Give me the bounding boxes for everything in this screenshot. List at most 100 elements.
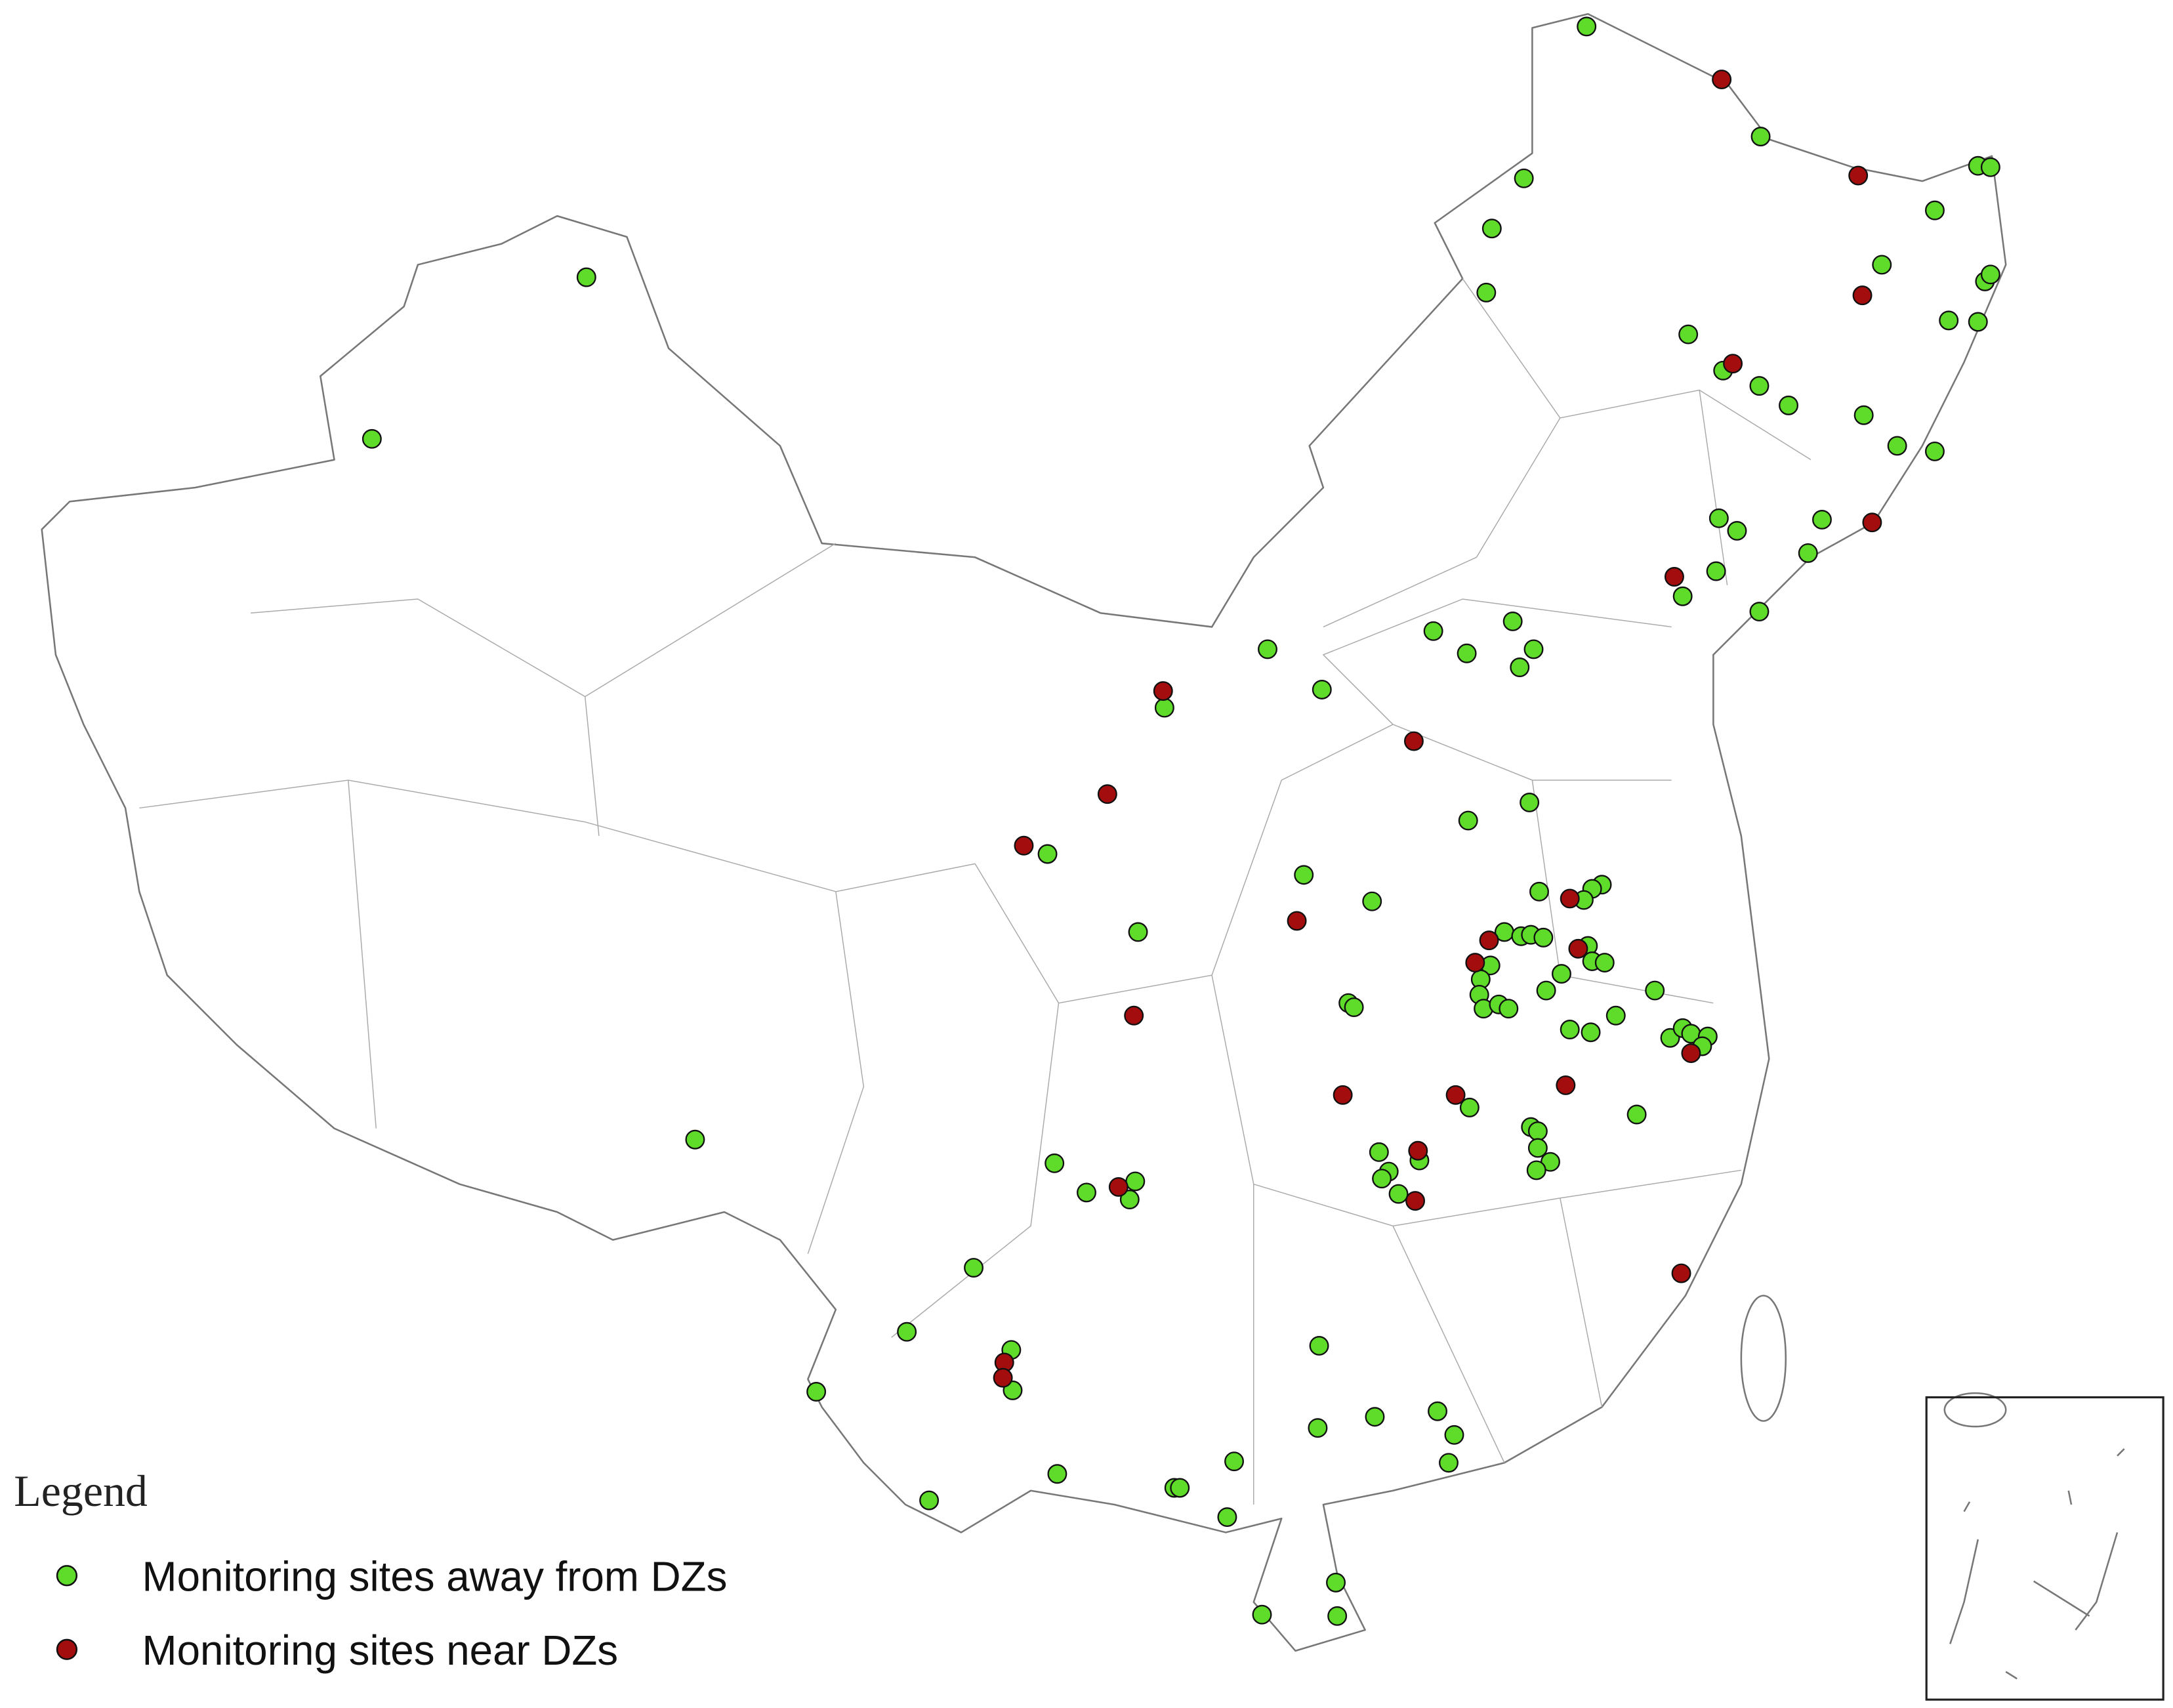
site-away xyxy=(1365,1407,1385,1427)
site-away xyxy=(1626,1104,1647,1125)
site-away xyxy=(1853,405,1874,425)
site-near xyxy=(1664,567,1684,587)
site-away xyxy=(1388,1184,1409,1204)
site-away xyxy=(1170,1478,1190,1498)
site-away xyxy=(1533,927,1554,948)
site-near xyxy=(1671,1263,1691,1283)
site-away xyxy=(1510,657,1530,677)
legend: Monitoring sites away from DZs Monitoring… xyxy=(56,1554,727,1674)
site-away xyxy=(1577,16,1597,37)
site-away xyxy=(1128,922,1148,942)
site-away xyxy=(1749,602,1769,622)
site-away xyxy=(1678,324,1699,344)
sites xyxy=(362,16,2000,1626)
site-away xyxy=(1326,1572,1346,1593)
site-away xyxy=(1154,698,1174,718)
site-away xyxy=(1125,1171,1146,1192)
site-away xyxy=(1252,1604,1272,1625)
site-near xyxy=(1333,1085,1353,1105)
site-near xyxy=(1723,354,1743,374)
site-away xyxy=(1369,1142,1389,1162)
site-away xyxy=(897,1322,917,1342)
site-away xyxy=(1308,1418,1328,1438)
site-near xyxy=(1465,953,1485,973)
site-away xyxy=(1444,1425,1464,1445)
site-away xyxy=(1077,1182,1096,1203)
site-away xyxy=(1523,639,1544,659)
site-away xyxy=(1749,376,1769,396)
site-away xyxy=(1552,964,1571,984)
site-away xyxy=(685,1129,705,1150)
inset-box xyxy=(1925,1396,2164,1701)
site-away xyxy=(1887,436,1907,456)
site-away xyxy=(1037,844,1058,864)
site-away xyxy=(1217,1507,1237,1528)
site-away xyxy=(1309,1335,1329,1356)
site-away xyxy=(1294,865,1314,885)
legend-marker xyxy=(56,1638,78,1660)
site-near xyxy=(1097,784,1117,804)
site-near xyxy=(1560,888,1580,909)
legend-marker xyxy=(56,1565,78,1587)
site-away xyxy=(1423,621,1443,641)
site-away xyxy=(1457,643,1477,663)
site-away xyxy=(1224,1451,1245,1472)
site-away xyxy=(1258,639,1277,659)
site-away xyxy=(1481,219,1502,239)
site-away xyxy=(1514,168,1534,188)
site-away xyxy=(1798,543,1818,563)
site-away xyxy=(1499,999,1519,1019)
site-near xyxy=(1852,285,1873,306)
site-away xyxy=(1527,1138,1548,1158)
site-away xyxy=(1872,255,1892,275)
legend-title: Legend xyxy=(14,1466,148,1516)
site-away xyxy=(1526,1160,1546,1180)
site-away xyxy=(1362,891,1382,911)
site-near xyxy=(1403,731,1424,751)
site-near xyxy=(1014,835,1034,856)
site-away xyxy=(1968,312,1988,332)
site-away xyxy=(1779,395,1798,415)
site-away xyxy=(1312,680,1332,699)
site-away xyxy=(919,1490,940,1510)
legend-label: Monitoring sites near DZs xyxy=(142,1627,619,1674)
site-away xyxy=(1502,611,1523,631)
site-away xyxy=(1520,792,1540,812)
site-near xyxy=(1153,681,1173,701)
site-away xyxy=(1529,881,1549,902)
site-away xyxy=(1327,1606,1348,1626)
site-away xyxy=(1706,561,1726,581)
site-near xyxy=(1848,165,1869,186)
site-away xyxy=(362,428,382,449)
site-away xyxy=(1439,1453,1459,1473)
site-near xyxy=(1287,911,1307,931)
site-near xyxy=(1408,1140,1428,1161)
inset-lines xyxy=(1949,1448,2125,1680)
site-near xyxy=(993,1367,1013,1388)
site-away xyxy=(1924,441,1945,461)
island-outline xyxy=(1740,1295,1787,1422)
site-away xyxy=(806,1382,827,1402)
site-away xyxy=(576,267,596,287)
site-near xyxy=(1862,512,1882,533)
site-near xyxy=(1108,1177,1128,1197)
site-away xyxy=(1459,1097,1480,1117)
site-near xyxy=(1405,1191,1426,1211)
site-away xyxy=(1458,810,1478,831)
site-near xyxy=(1568,938,1588,959)
site-near xyxy=(1712,70,1732,90)
site-away xyxy=(1372,1169,1392,1189)
site-near xyxy=(1681,1043,1701,1064)
country-outline xyxy=(41,13,2007,1652)
site-away xyxy=(1536,980,1556,1001)
site-away xyxy=(1750,127,1771,147)
site-near xyxy=(1556,1075,1576,1095)
site-near xyxy=(1124,1005,1144,1026)
province-borders xyxy=(139,278,1811,1505)
site-away xyxy=(1939,310,1959,331)
site-away xyxy=(1708,508,1729,528)
site-away xyxy=(1594,953,1615,973)
site-away xyxy=(1924,200,1945,220)
site-away xyxy=(1344,997,1364,1018)
